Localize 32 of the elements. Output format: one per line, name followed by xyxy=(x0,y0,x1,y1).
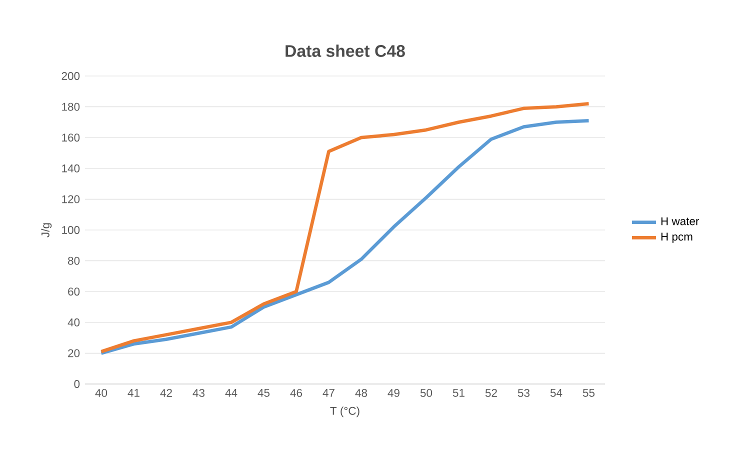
x-tick-label: 44 xyxy=(225,388,238,397)
legend-label: H water xyxy=(661,217,700,226)
y-tick-label: 200 xyxy=(62,72,80,80)
x-tick-label: 48 xyxy=(355,388,368,397)
x-tick-label: 45 xyxy=(258,388,270,397)
x-tick-label: 52 xyxy=(485,388,497,397)
y-tick-label: 160 xyxy=(62,134,80,142)
x-tick-label: 55 xyxy=(582,388,595,397)
y-tick-label: 20 xyxy=(68,349,80,358)
y-tick-label: 120 xyxy=(62,195,80,204)
x-tick-label: 50 xyxy=(420,388,432,397)
y-tick-label: 0 xyxy=(74,380,80,388)
y-tick-label: 140 xyxy=(62,164,80,172)
y-tick-label: 180 xyxy=(62,102,80,111)
x-tick-label: 54 xyxy=(550,388,562,397)
x-tick-label: 51 xyxy=(452,388,464,397)
legend-label: H pcm xyxy=(661,232,692,243)
y-tick-label: 100 xyxy=(62,226,80,234)
y-tick-label: 60 xyxy=(68,288,80,296)
x-tick-label: 46 xyxy=(290,388,302,397)
x-axis-title: T (°C) xyxy=(330,406,360,418)
x-tick-label: 53 xyxy=(518,388,530,397)
x-tick-label: 42 xyxy=(160,388,172,397)
y-tick-label: 40 xyxy=(68,318,80,326)
y-tick-label: 80 xyxy=(68,256,80,265)
y-axis-title: J/g xyxy=(41,223,52,238)
x-tick-label: 47 xyxy=(322,388,334,397)
x-tick-label: 40 xyxy=(95,388,108,397)
x-tick-label: 43 xyxy=(192,388,204,397)
chart-title: Data sheet C48 xyxy=(286,44,405,57)
x-tick-label: 49 xyxy=(388,388,400,397)
x-tick-label: 41 xyxy=(128,388,140,397)
